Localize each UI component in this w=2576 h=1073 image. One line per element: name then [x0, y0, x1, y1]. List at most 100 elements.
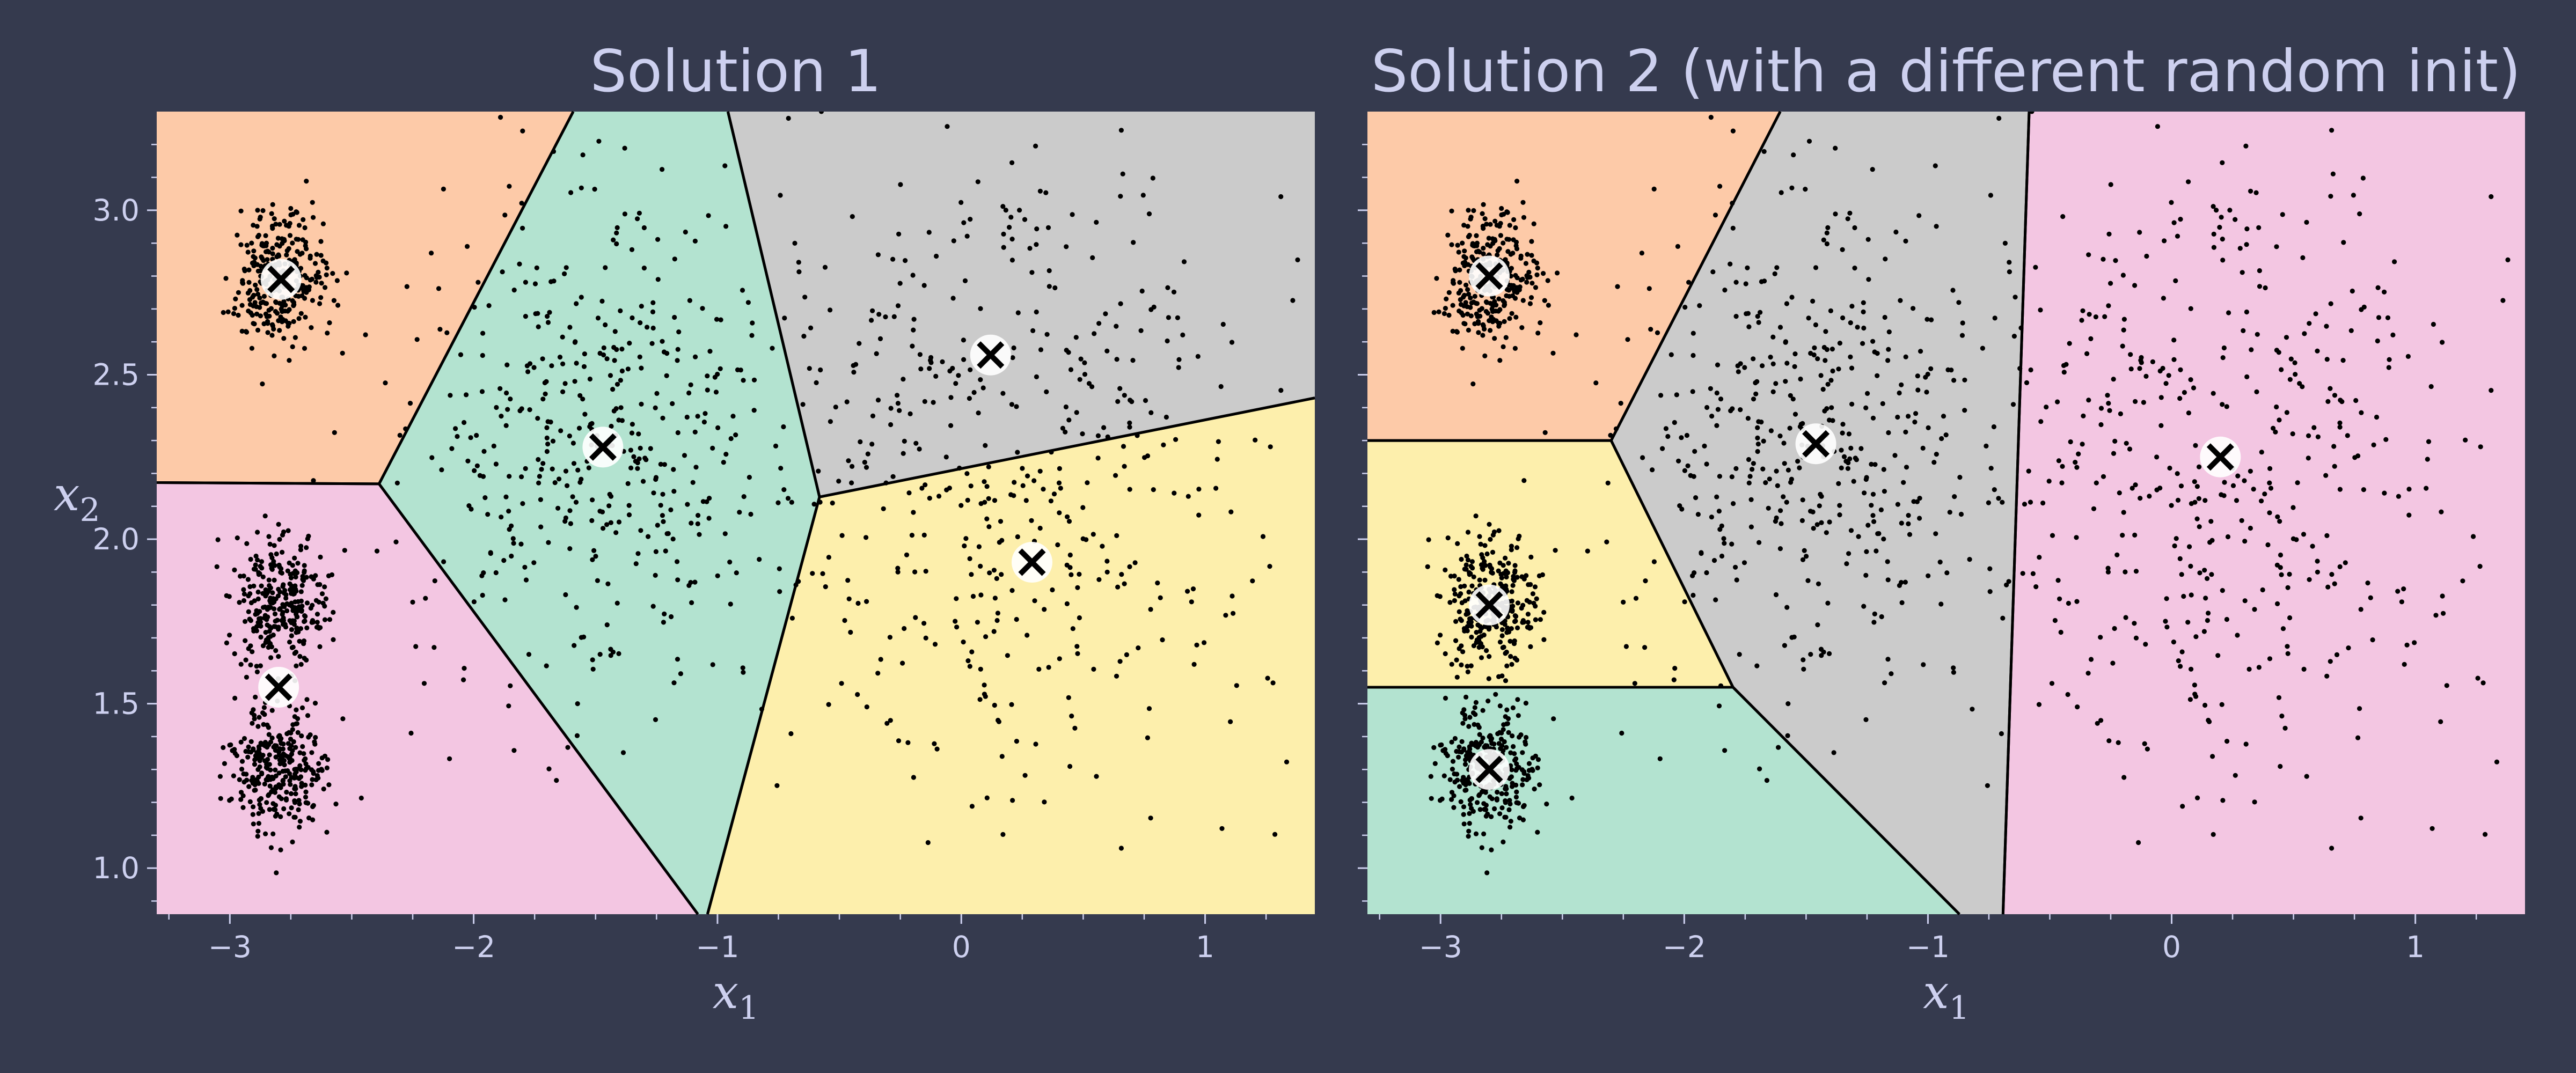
centroid-marker — [1795, 423, 1836, 465]
data-point — [444, 330, 450, 335]
data-point — [1825, 225, 1831, 230]
data-point — [1811, 526, 1816, 531]
data-point — [270, 251, 275, 256]
data-point — [1429, 796, 1434, 801]
data-point — [1490, 570, 1495, 576]
data-point — [1441, 773, 1447, 778]
data-point — [1464, 553, 1469, 559]
data-point — [1642, 645, 1648, 650]
data-point — [1139, 288, 1145, 294]
data-point — [1520, 602, 1526, 608]
data-point — [2211, 245, 2216, 250]
data-point — [1488, 328, 1493, 333]
data-point — [2113, 258, 2118, 263]
data-point — [961, 337, 966, 343]
data-point — [2205, 618, 2210, 623]
data-point — [693, 354, 698, 359]
data-point — [875, 671, 881, 676]
data-point — [567, 325, 573, 330]
data-point — [796, 269, 802, 275]
data-point — [238, 739, 244, 745]
data-point — [1839, 465, 1844, 471]
data-point — [1474, 630, 1479, 635]
data-point — [1055, 542, 1060, 548]
data-point — [1115, 399, 1121, 405]
data-point — [2324, 533, 2330, 539]
data-point — [958, 503, 964, 508]
data-point — [1185, 494, 1191, 499]
data-point — [945, 124, 950, 129]
data-point — [921, 532, 927, 538]
data-point — [1787, 425, 1792, 431]
data-point — [298, 543, 304, 549]
data-point — [2304, 219, 2309, 225]
data-point — [255, 828, 261, 834]
data-point — [1046, 284, 1052, 289]
data-point — [1650, 467, 1655, 473]
data-point — [1488, 222, 1493, 227]
data-point — [689, 600, 694, 605]
data-point — [1820, 387, 1826, 392]
data-point — [1541, 637, 1547, 642]
data-point — [582, 411, 588, 417]
data-point — [1540, 572, 1545, 577]
data-point — [2494, 759, 2500, 765]
data-point — [788, 731, 794, 737]
data-point — [568, 521, 573, 526]
data-point — [1691, 474, 1696, 479]
data-point — [283, 318, 288, 324]
data-point — [272, 353, 277, 359]
data-point — [1490, 241, 1496, 246]
data-point — [1487, 521, 1492, 527]
data-point — [2076, 451, 2081, 457]
data-point — [1037, 188, 1043, 194]
data-point — [1499, 791, 1504, 796]
data-point — [276, 748, 282, 753]
x-tick-label: −2 — [452, 930, 495, 964]
data-point — [1136, 645, 1141, 651]
data-point — [327, 617, 333, 622]
data-point — [2375, 285, 2381, 290]
data-point — [1828, 308, 1833, 314]
data-point — [2201, 629, 2207, 634]
data-point — [2193, 443, 2198, 449]
data-point — [299, 705, 305, 710]
data-point — [1852, 225, 1857, 231]
data-point — [308, 255, 313, 261]
data-point — [1527, 301, 1533, 306]
data-point — [2112, 626, 2117, 631]
data-point — [284, 608, 290, 614]
data-point — [1501, 563, 1506, 568]
data-point — [1075, 585, 1080, 590]
data-point — [1512, 751, 1517, 756]
data-point — [324, 266, 330, 271]
data-point — [2209, 538, 2215, 543]
data-point — [714, 317, 720, 322]
data-point — [669, 614, 674, 620]
data-point — [313, 280, 319, 285]
data-point — [1520, 750, 1525, 755]
data-point — [793, 582, 799, 587]
data-point — [1605, 480, 1611, 486]
data-point — [1711, 558, 1717, 563]
data-point — [2098, 718, 2104, 723]
data-point — [1278, 194, 1284, 200]
data-point — [546, 766, 552, 771]
data-point — [1544, 802, 1549, 807]
data-point — [991, 568, 997, 573]
data-point — [279, 618, 284, 623]
data-point — [429, 251, 434, 256]
data-point — [1467, 797, 1473, 803]
data-point — [1651, 559, 1657, 564]
data-point — [2066, 600, 2071, 606]
data-point — [811, 502, 817, 507]
data-point — [2483, 832, 2488, 837]
data-point — [1457, 308, 1462, 314]
data-point — [448, 393, 453, 398]
data-point — [2375, 338, 2380, 344]
data-point — [2277, 519, 2282, 524]
data-point — [1011, 493, 1016, 498]
data-point — [2133, 399, 2138, 405]
data-point — [1220, 321, 1226, 327]
